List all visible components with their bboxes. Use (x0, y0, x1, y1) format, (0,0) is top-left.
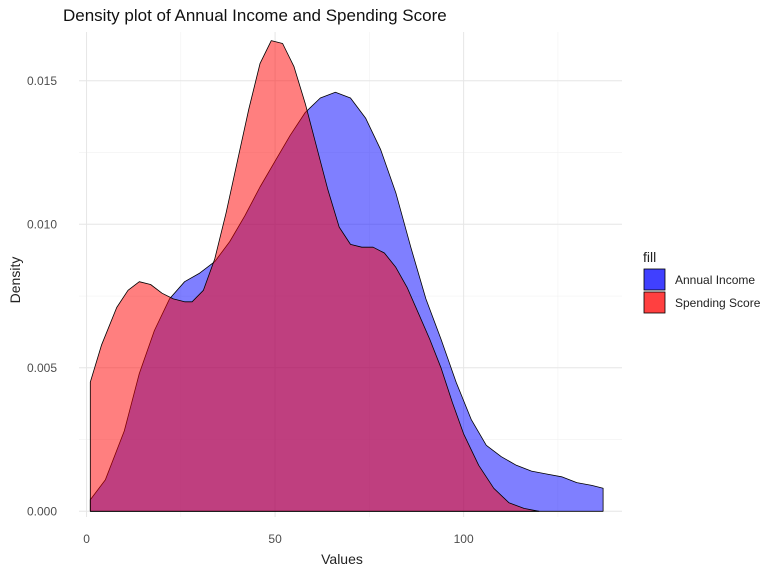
legend-label-spending-score: Spending Score (675, 296, 761, 310)
y-tick-label: 0.000 (27, 504, 57, 518)
y-tick-label: 0.015 (27, 74, 57, 88)
legend-title: fill (643, 249, 656, 265)
x-tick-label: 50 (268, 532, 282, 546)
y-axis-title: Density (7, 257, 23, 304)
density-area-spending-score (89, 40, 540, 512)
legend-key-spending-score (643, 291, 666, 314)
y-tick-label: 0.005 (27, 361, 57, 375)
x-axis-title: Values (321, 551, 363, 567)
legend-key-annual-income (643, 268, 666, 291)
area-layer (89, 40, 604, 512)
axis-layer: 0 50 100 0.000 0.005 0.010 0.015 (27, 74, 474, 546)
x-tick-label: 0 (83, 532, 90, 546)
legend: fill Annual Income Spending Score (643, 249, 761, 314)
x-tick-label: 100 (454, 532, 474, 546)
legend-label-annual-income: Annual Income (675, 273, 755, 287)
chart-title: Density plot of Annual Income and Spendi… (63, 6, 447, 25)
y-tick-label: 0.010 (27, 217, 57, 231)
